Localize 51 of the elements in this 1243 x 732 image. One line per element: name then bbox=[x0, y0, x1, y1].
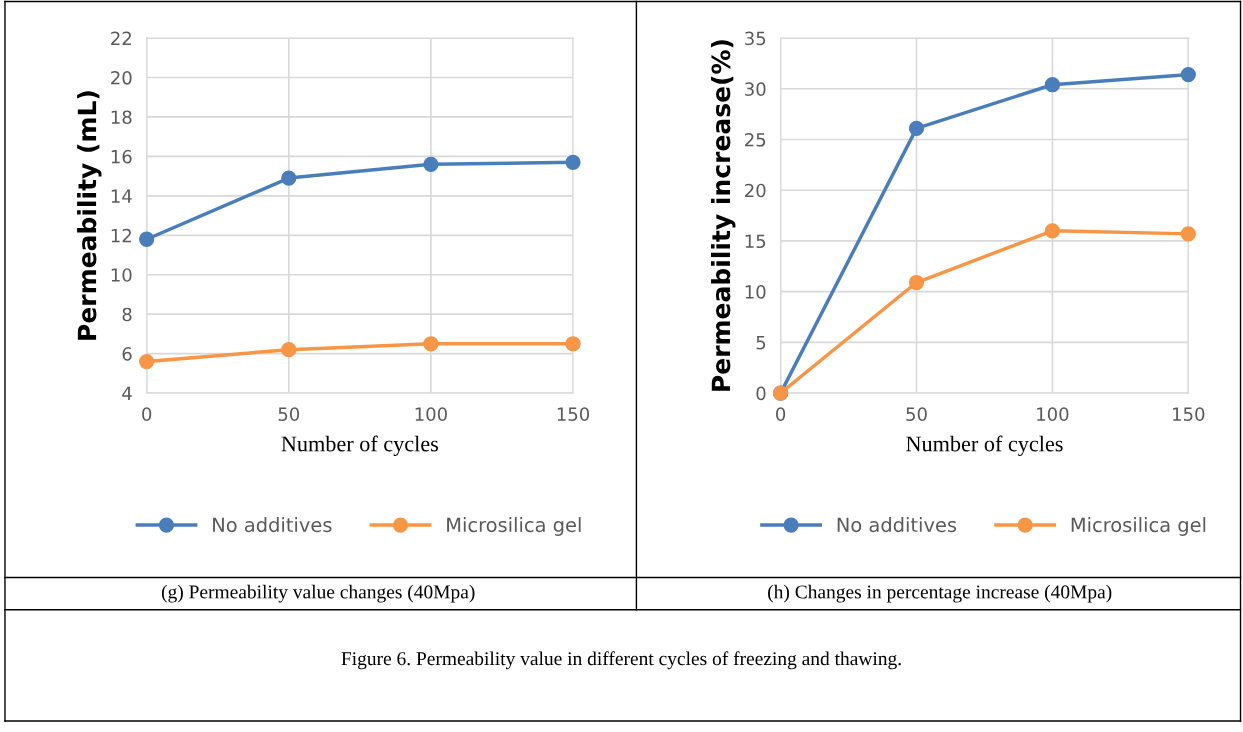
point bbox=[1180, 66, 1196, 83]
y-tick-label: 30 bbox=[745, 82, 766, 96]
point bbox=[565, 154, 581, 170]
y-axis-title: Permeability (mL) bbox=[77, 91, 102, 340]
legend-label: No additives bbox=[213, 517, 332, 533]
x-tick-label: 50 bbox=[906, 407, 927, 421]
text: (g) Permeability value changes (40Mpa) bbox=[161, 584, 475, 603]
y-tick-label: 0 bbox=[756, 386, 766, 401]
point bbox=[139, 231, 155, 247]
y-tick-label: 15 bbox=[745, 234, 766, 249]
point bbox=[1044, 223, 1061, 239]
point bbox=[1044, 77, 1061, 93]
x-axis-title: Number of cycles bbox=[906, 435, 1063, 456]
y-tick-label: 20 bbox=[111, 70, 132, 85]
caption: Figure 6. Permeability value in different cycles of freezing and thawing. bbox=[341, 651, 901, 670]
point bbox=[565, 336, 581, 352]
text: (h) Changes in percentage increase (40Mpa) bbox=[768, 584, 1112, 603]
point bbox=[281, 342, 297, 358]
y-axis-title: Permeability increase(%) bbox=[711, 40, 736, 391]
x-tick-label: 150 bbox=[1173, 407, 1205, 421]
y-tick-label: 6 bbox=[122, 347, 132, 361]
point bbox=[908, 120, 925, 136]
x-tick-label: 0 bbox=[142, 407, 152, 421]
legend-label: Microsilica gel bbox=[1071, 517, 1206, 536]
y-tick-label: 20 bbox=[745, 183, 766, 198]
x-axis-title: Number of cycles bbox=[281, 435, 439, 456]
point bbox=[1180, 226, 1196, 242]
y-tick-label: 18 bbox=[111, 110, 132, 125]
legend-label: No additives bbox=[837, 517, 957, 533]
y-tick-label: 12 bbox=[111, 228, 131, 243]
y-tick-label: 4 bbox=[122, 386, 132, 400]
x-tick-label: 100 bbox=[1037, 407, 1069, 421]
y-tick-label: 10 bbox=[745, 285, 766, 299]
y-tick-label: 16 bbox=[111, 149, 132, 164]
x-tick-label: 0 bbox=[776, 407, 786, 421]
x-tick-label: 150 bbox=[557, 407, 590, 421]
y-tick-label: 5 bbox=[756, 336, 766, 350]
point bbox=[908, 274, 925, 291]
x-tick-label: 100 bbox=[415, 407, 447, 421]
y-tick-label: 22 bbox=[111, 31, 131, 45]
point bbox=[281, 170, 297, 186]
point bbox=[139, 353, 155, 370]
legend-label: Microsilica gel bbox=[447, 517, 581, 536]
y-tick-label: 8 bbox=[122, 307, 132, 322]
y-tick-label: 35 bbox=[745, 31, 766, 46]
x-tick-label: 50 bbox=[278, 407, 300, 421]
y-tick-label: 25 bbox=[745, 132, 766, 147]
point bbox=[423, 156, 439, 172]
y-tick-label: 10 bbox=[111, 268, 132, 282]
point bbox=[423, 336, 439, 352]
y-tick-label: 14 bbox=[111, 189, 132, 203]
